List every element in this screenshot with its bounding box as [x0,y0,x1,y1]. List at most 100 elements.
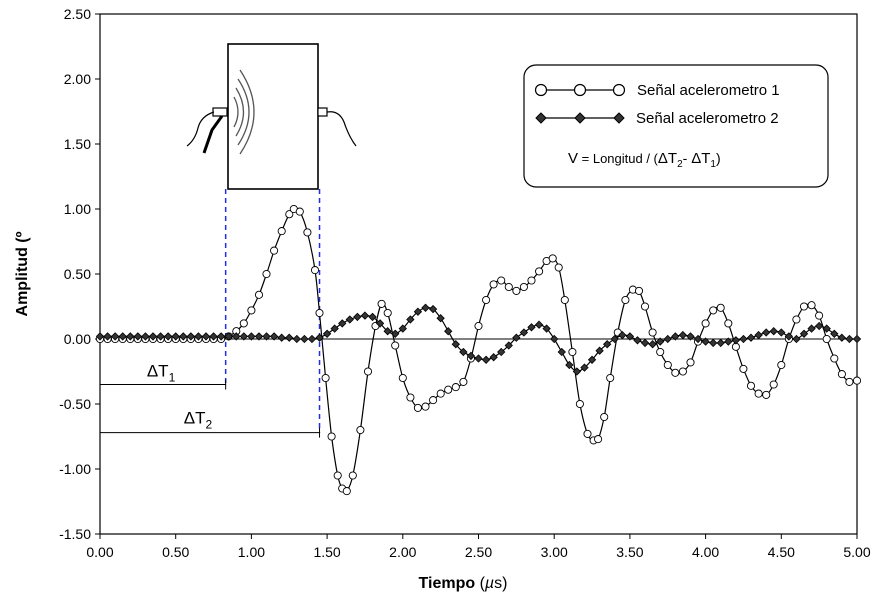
formula-close: ) [716,150,721,166]
series-2-point [300,334,309,344]
formula-text: Longitud / ( [593,151,659,166]
wave-arc-3 [237,78,250,146]
x-tick-label: 0.00 [86,544,113,560]
series-1-point [327,432,336,441]
legend-entry-1: Señal acelerometro 1 [534,82,780,99]
series-1-point [348,471,357,480]
series-1-point [363,367,373,376]
series-2-point [148,332,158,341]
series-2-point [201,332,211,341]
series-1-point [429,396,438,405]
series-2-point [625,332,635,341]
series-1-point [303,228,312,237]
series-1-point [671,368,680,377]
formula-eq: = [578,151,593,166]
series-2-point [353,312,362,322]
series-2-point [671,332,680,341]
series-1-point [512,286,521,295]
dt2-label: ΔT2 [184,409,213,432]
series-2-point [852,334,862,344]
y-tick-label: 2.00 [64,71,91,87]
y-tick-label: 0.50 [64,266,91,282]
series-2-point [587,355,597,364]
y-tick-label: -0.50 [59,396,91,412]
series-2-point [428,304,438,314]
dt2-label-sub: 2 [206,418,213,432]
series-1-point [769,380,778,389]
series-2-point [307,334,317,344]
dt1-dimension: ΔT1 [99,362,227,390]
x-axis-title-mu: µ [484,575,494,592]
series-1-point [709,306,718,315]
series-2-point [269,332,279,341]
series-1-point [554,263,563,272]
series-1-point [621,295,630,305]
series-1-point [315,308,324,318]
series-1-point [474,321,483,331]
x-axis-title-rest: s) [494,575,507,592]
series-2-point [761,328,771,337]
legend-label-1: Señal acelerometro 1 [637,82,780,99]
series-2-point [822,324,831,333]
x-axis-ticks: 0.00 0.50 1.00 1.50 2.00 2.50 3.00 3.50 4.00 4.50… [86,534,871,560]
series-2-point [580,363,589,372]
series-1-point [663,360,672,370]
formula-lhs: V [568,150,578,167]
series-2-point [118,332,127,341]
series-1-point [254,290,264,299]
series-2-point [754,330,763,340]
series-1-point [295,207,304,216]
series-2-point [436,314,445,323]
series-1-point [342,487,351,496]
specimen-block [227,43,319,190]
series-2-point [519,328,529,337]
series-1-point [739,364,748,373]
series-2-point [792,334,801,344]
series-2-point [595,346,604,355]
dt2-label-base: ΔT [184,409,206,428]
series-2-point [209,332,218,341]
series-1-point [716,303,725,312]
series-1-point [270,246,279,255]
series-2-point [239,332,248,341]
series-2-point [232,332,241,341]
wave-arc-4 [239,69,255,155]
series-2-point [368,312,377,322]
legend-marker-2a [535,112,547,124]
y-tick-label: 2.50 [64,6,91,22]
legend-label-2: Señal acelerometro 2 [636,110,779,127]
series-1-point [413,403,422,412]
series-2-point [444,327,453,336]
series-2-point [322,329,332,338]
dt1-label-sub: 1 [169,371,176,385]
series-2-point [648,340,657,349]
series-2-point [466,351,476,361]
series-1-point [568,347,577,357]
x-tick-label: 3.00 [541,544,568,560]
series-1-point [686,358,695,367]
cable-left-icon [186,111,215,147]
series-2-point [133,332,143,341]
series-2-point [421,303,430,312]
series-2-point [186,332,196,341]
series-2-point [254,332,264,341]
series-2-point [247,332,256,341]
series-2-point [398,324,407,333]
series-2-point [345,315,354,324]
series-1-point [815,311,824,320]
series-2-point [618,330,627,340]
series-2-point [489,353,498,362]
series-2-point [285,333,294,342]
y-tick-label: -1.00 [59,461,91,477]
series-2-point [497,347,506,357]
series-2-point [338,319,347,328]
series-2-point [504,341,513,350]
series-1-line [100,208,858,493]
series-1-point [333,471,342,480]
series-2-point [724,337,733,346]
legend-marker-1c [612,83,626,97]
series-2-point [686,332,695,341]
series-2-point [474,354,483,363]
y-tick-label: 1.00 [64,201,91,217]
x-axis-title-open: ( [475,575,485,592]
